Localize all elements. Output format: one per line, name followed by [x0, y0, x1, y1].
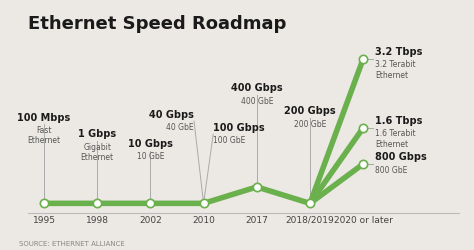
- Text: Ethernet Speed Roadmap: Ethernet Speed Roadmap: [28, 15, 286, 33]
- Text: 800 Gbps: 800 Gbps: [375, 152, 427, 162]
- Text: SOURCE: ETHERNET ALLIANCE: SOURCE: ETHERNET ALLIANCE: [19, 242, 125, 248]
- Text: 10 GbE: 10 GbE: [137, 152, 164, 162]
- Text: 40 GbE: 40 GbE: [166, 123, 194, 132]
- Text: 1 Gbps: 1 Gbps: [78, 129, 116, 139]
- Text: 100 Mbps: 100 Mbps: [18, 113, 71, 123]
- Text: 1.6 Terabit
Ethernet: 1.6 Terabit Ethernet: [375, 130, 416, 149]
- Text: 100 Gbps: 100 Gbps: [213, 123, 265, 133]
- Text: 200 Gbps: 200 Gbps: [284, 106, 336, 116]
- Text: 200 GbE: 200 GbE: [294, 120, 326, 128]
- Text: Fast
Ethernet: Fast Ethernet: [27, 126, 61, 146]
- Text: 800 GbE: 800 GbE: [375, 166, 408, 174]
- Text: Gigabit
Ethernet: Gigabit Ethernet: [81, 142, 114, 162]
- Text: 3.2 Tbps: 3.2 Tbps: [375, 47, 423, 57]
- Text: 400 Gbps: 400 Gbps: [231, 83, 283, 93]
- Text: 1.6 Tbps: 1.6 Tbps: [375, 116, 423, 126]
- Text: 400 GbE: 400 GbE: [241, 96, 273, 106]
- Text: 10 Gbps: 10 Gbps: [128, 139, 173, 149]
- Text: 100 GbE: 100 GbE: [213, 136, 246, 145]
- Text: 40 Gbps: 40 Gbps: [149, 110, 194, 120]
- Text: 3.2 Terabit
Ethernet: 3.2 Terabit Ethernet: [375, 60, 416, 80]
